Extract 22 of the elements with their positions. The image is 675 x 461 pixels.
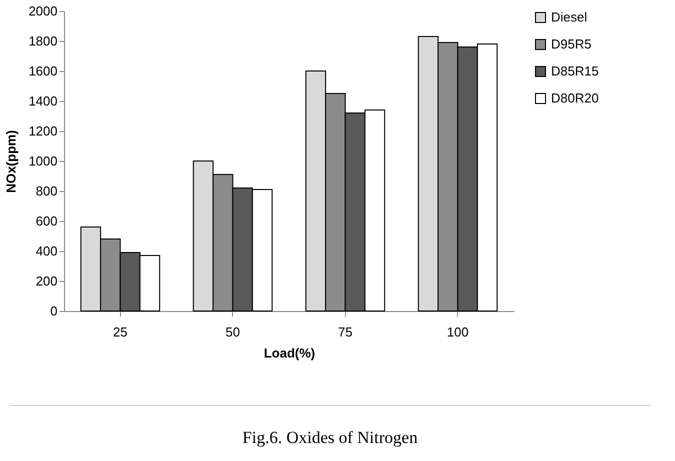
y-tick-label: 400 (36, 244, 58, 258)
y-tick-label: 1600 (28, 64, 58, 78)
x-tick-label: 75 (338, 324, 352, 340)
x-axis-title: Load(%) (264, 346, 316, 360)
y-tick-label: 200 (36, 274, 58, 288)
y-tick-label: 0 (50, 304, 58, 318)
caption: Fig.6. Oxides of Nitrogen (241, 428, 419, 448)
legend-label: D95R5 (551, 36, 592, 52)
y-tick-label: 1400 (28, 94, 58, 108)
y-tick-label: 600 (36, 214, 58, 228)
legend-label: D80R20 (551, 90, 599, 106)
x-tick-label: 25 (113, 324, 128, 340)
y-tick-label: 800 (36, 184, 58, 198)
y-tick-label: 2000 (28, 4, 58, 18)
y-tick-label: 1200 (28, 124, 58, 138)
legend-label: Diesel (551, 10, 588, 24)
x-tick-label: 100 (446, 324, 469, 340)
y-tick-label: 1000 (28, 154, 58, 168)
y-tick-label: 1800 (28, 34, 58, 48)
legend-label: D85R15 (551, 64, 599, 78)
x-tick-label: 50 (226, 324, 240, 340)
y-axis-title: NOx(ppm) (4, 130, 19, 193)
